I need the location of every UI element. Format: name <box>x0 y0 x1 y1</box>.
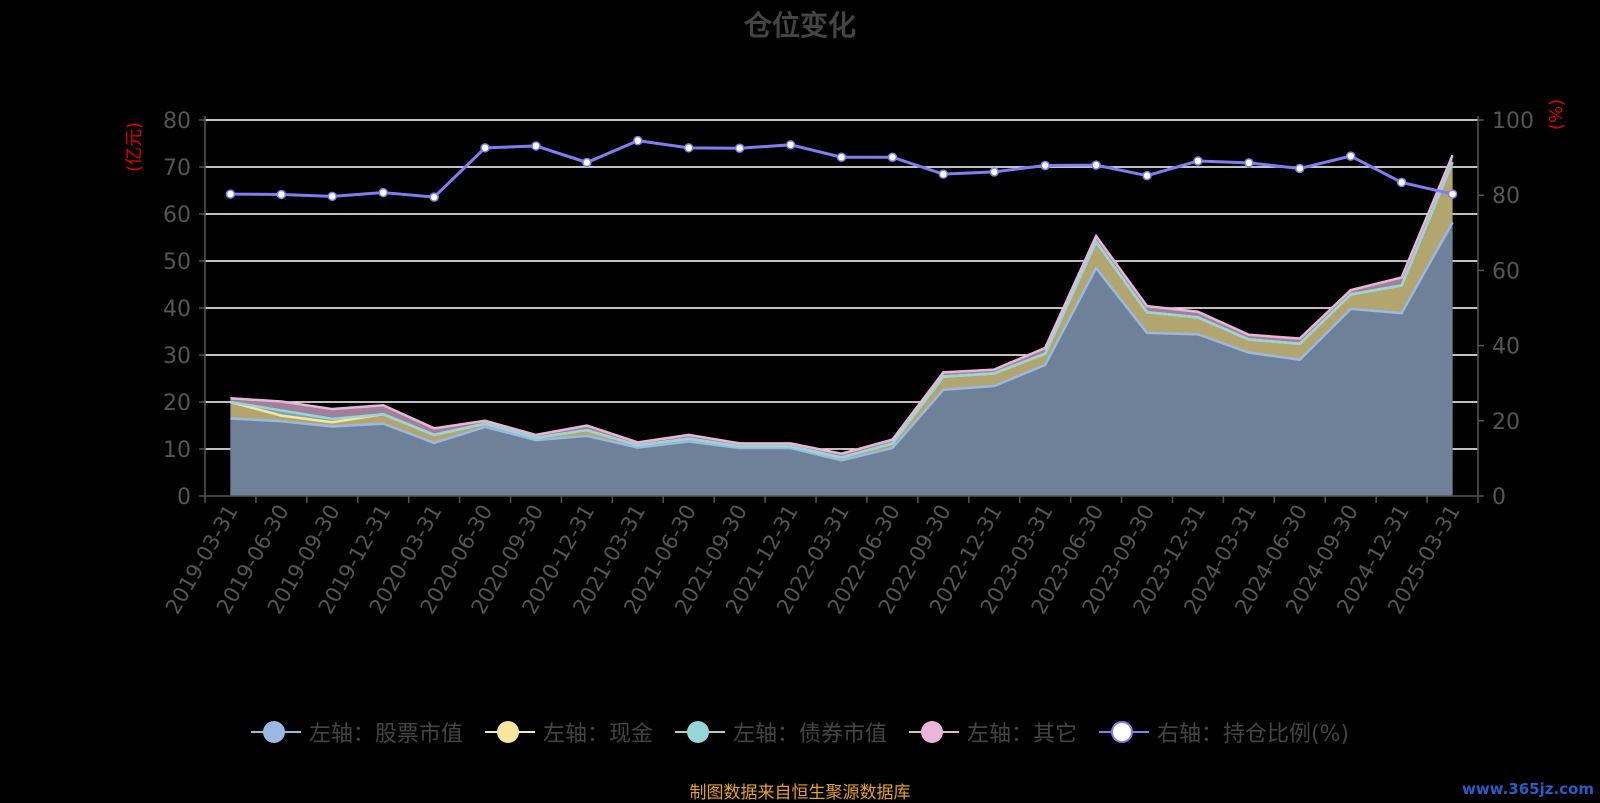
line-ratio <box>230 139 1453 199</box>
right-tick-label: 100 <box>1492 109 1534 134</box>
ratio-point <box>683 143 694 153</box>
right-tick-label: 80 <box>1492 184 1520 209</box>
right-axis-unit: (%) <box>1546 98 1568 131</box>
ratio-point <box>378 187 388 198</box>
ratio-point <box>1345 151 1356 161</box>
ratio-point <box>633 135 643 146</box>
legend-item-stock[interactable]: 左轴：股票市值 <box>250 716 463 748</box>
legend-swatch-icon <box>484 720 535 744</box>
data-source-note: 制图数据来自恒生聚源数据库 <box>689 783 911 803</box>
ratio-point <box>938 169 949 179</box>
ratio-point <box>480 143 490 153</box>
left-tick-label: 30 <box>163 344 191 369</box>
ratio-point <box>1447 189 1458 199</box>
left-tick-label: 0 <box>177 485 191 510</box>
ratio-point <box>225 189 236 199</box>
ratio-point <box>531 141 541 151</box>
ratio-point <box>429 192 439 202</box>
legend-swatch-icon <box>674 720 725 744</box>
right-tick-label: 20 <box>1492 410 1520 435</box>
legend-dot-icon <box>262 721 285 743</box>
left-tick-label: 80 <box>163 109 191 134</box>
ratio-point <box>989 167 1000 177</box>
legend-label: 左轴：其它 <box>966 722 1077 747</box>
left-tick-label: 40 <box>163 297 191 322</box>
line-stock <box>230 221 1454 462</box>
legend-item-bond[interactable]: 左轴：债券市值 <box>674 716 887 748</box>
ratio-point <box>785 140 796 150</box>
legend-label: 左轴：债券市值 <box>732 722 887 747</box>
legend-dot-icon <box>496 721 519 743</box>
left-tick-label: 20 <box>163 391 191 416</box>
legend-dot-icon <box>686 721 709 743</box>
legend-dot-icon <box>920 721 943 743</box>
left-tick-label: 10 <box>163 438 191 463</box>
left-tick-label: 50 <box>163 250 191 275</box>
legend-item-ratio[interactable]: 右轴：持仓比例(%) <box>1098 716 1350 748</box>
legend-swatch-icon <box>250 720 301 744</box>
ratio-point <box>1396 177 1407 188</box>
legend-dot-icon <box>1110 721 1133 743</box>
ratio-point <box>1091 160 1101 170</box>
left-tick-label: 70 <box>163 156 191 181</box>
ratio-point <box>1040 160 1050 171</box>
line-bond <box>230 161 1454 459</box>
ratio-point <box>734 143 745 153</box>
ratio-point <box>582 157 592 168</box>
legend-item-cash[interactable]: 左轴：现金 <box>484 716 653 748</box>
legend-label: 左轴：股票市值 <box>308 722 463 747</box>
ratio-point <box>836 152 847 162</box>
chart-legend: 左轴：股票市值 左轴：现金 左轴：债券市值 左轴：其它 右轴：持仓比例(%) <box>0 716 1600 748</box>
area-stock <box>230 222 1453 496</box>
left-axis-unit: (亿元) <box>124 121 146 173</box>
ratio-point <box>1142 170 1152 181</box>
ratio-point <box>887 152 898 162</box>
ratio-point <box>327 191 338 202</box>
right-tick-label: 0 <box>1492 485 1506 510</box>
ratio-point <box>1295 163 1305 174</box>
legend-swatch-icon <box>1098 720 1149 744</box>
line-other <box>230 154 1454 455</box>
ratio-point <box>276 189 287 200</box>
watermark: www.365jz.com <box>1461 780 1594 798</box>
ratio-point <box>1193 156 1203 166</box>
legend-label: 左轴：现金 <box>542 722 653 747</box>
legend-item-other[interactable]: 左轴：其它 <box>908 716 1077 748</box>
left-tick-label: 60 <box>163 203 191 228</box>
ratio-point <box>1244 158 1254 168</box>
legend-label: 右轴：持仓比例(%) <box>1156 722 1350 747</box>
chart-title: 仓位变化 <box>743 9 856 42</box>
legend-swatch-icon <box>908 720 959 744</box>
right-tick-label: 40 <box>1492 335 1520 360</box>
right-tick-label: 60 <box>1492 259 1520 284</box>
